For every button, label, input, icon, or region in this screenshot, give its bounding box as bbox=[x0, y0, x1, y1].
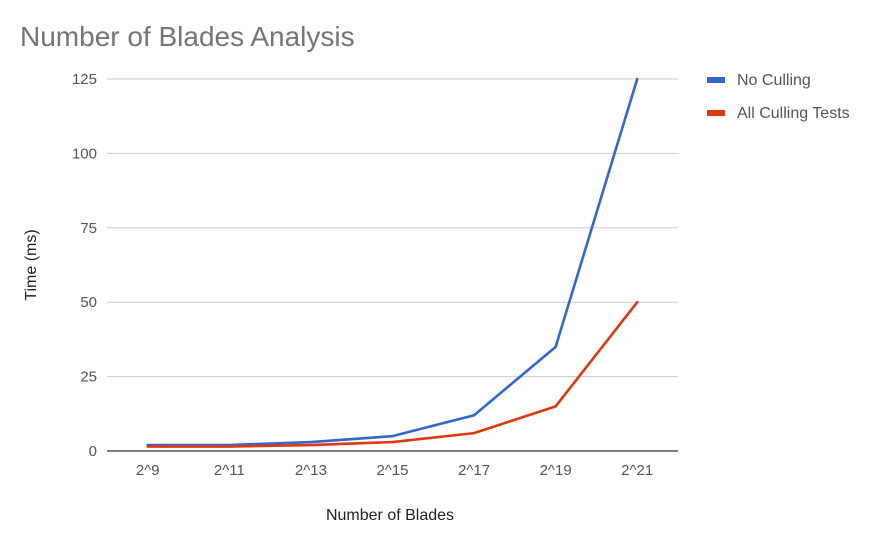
x-axis-label: Number of Blades bbox=[326, 507, 454, 524]
y-tick-label: 0 bbox=[89, 443, 97, 460]
x-tick-label: 2^17 bbox=[458, 462, 490, 479]
x-tick-label: 2^21 bbox=[621, 462, 653, 479]
chart-title: Number of Blades Analysis bbox=[20, 21, 355, 52]
x-tick-label: 2^13 bbox=[295, 462, 327, 479]
legend-entry[interactable]: All Culling Tests bbox=[707, 105, 850, 122]
y-tick-label: 50 bbox=[80, 294, 97, 311]
legend-label: No Culling bbox=[737, 72, 811, 89]
series-line-no-culling bbox=[146, 77, 639, 447]
y-axis-label: Time (ms) bbox=[23, 229, 40, 300]
x-tick-label: 2^11 bbox=[214, 462, 245, 479]
legend-entry[interactable]: No Culling bbox=[707, 72, 811, 89]
y-axis-ticks: 0 25 50 75 100 125 bbox=[72, 71, 97, 460]
x-tick-label: 2^19 bbox=[540, 462, 572, 479]
x-tick-label: 2^9 bbox=[136, 462, 160, 479]
y-tick-label: 25 bbox=[80, 369, 97, 386]
gridlines bbox=[107, 78, 678, 452]
y-tick-label: 125 bbox=[72, 71, 97, 88]
legend-label: All Culling Tests bbox=[737, 105, 850, 122]
y-tick-label: 75 bbox=[80, 220, 97, 237]
legend-swatch bbox=[707, 110, 725, 116]
legend-swatch bbox=[707, 77, 725, 83]
legend: No Culling All Culling Tests bbox=[707, 72, 850, 122]
y-tick-label: 100 bbox=[72, 145, 97, 162]
x-tick-label: 2^15 bbox=[376, 462, 408, 479]
x-axis-ticks: 2^9 2^11 2^13 2^15 2^17 2^19 2^21 bbox=[136, 462, 653, 479]
series-lines bbox=[146, 77, 639, 448]
